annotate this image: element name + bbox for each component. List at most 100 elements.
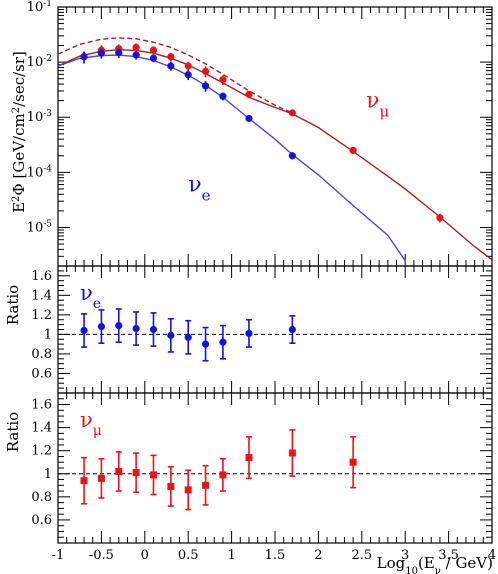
numu-ratio-data-point [184, 486, 192, 494]
x-tick-label: -0.5 [89, 548, 114, 563]
nue-ratio-data-point [219, 338, 227, 346]
nue-data-point [115, 49, 123, 57]
nue-data-point [201, 82, 210, 90]
nue-ratio-y-tick-label: 1.2 [31, 308, 52, 323]
x-tick-label: 2 [314, 548, 322, 563]
nue-ratio-y-tick-label: 0.8 [31, 347, 52, 362]
numu-data-point [436, 214, 444, 222]
flux-y-tick-label: 10-1 [27, 0, 52, 15]
nue-data-point [149, 54, 158, 62]
numu-upper-curve [57, 37, 293, 114]
x-axis-label: Log10(Eν / GeV) [377, 554, 493, 574]
numu-ratio-data-point [245, 454, 253, 462]
numu-ratio-data-point [349, 458, 357, 466]
numu-ratio-y-tick-label: 1.4 [31, 421, 52, 436]
numu-model-curve [57, 48, 493, 261]
nue-data-point [288, 152, 296, 160]
flux-y-tick-exp: -3 [43, 109, 52, 119]
flux-y-tick-base: 10 [27, 0, 44, 15]
numu-ratio-y-tick-label: 1.6 [31, 398, 52, 413]
numu-ratio-data-point [115, 467, 123, 475]
numu-ratio-y-tick-label: 1.2 [31, 444, 52, 459]
nue-data-point [219, 92, 227, 100]
x-tick-label: 0 [141, 548, 149, 563]
nue-label-sub: e [202, 186, 211, 204]
numu-label: νμ [366, 89, 389, 121]
numu-ratio-series-label-sub: μ [93, 423, 102, 439]
numu-ratio-panel: 0.6 0.8 1 1.2 1.4 1.6 νμ -1 -0.5 0 0.5 1 1.5 2 2.5 3 3.5… [31, 392, 496, 563]
numu-label-base: ν [366, 89, 379, 114]
flux-y-tick-exp: -2 [43, 54, 52, 64]
nue-ratio-y-tick-label: 0.6 [31, 366, 52, 381]
x-tick-label: -1 [52, 548, 65, 563]
flux-y-tick-label: 10-4 [27, 164, 53, 180]
nue-ratio-series-label-base: ν [80, 281, 93, 305]
flux-y-axis-label: E2Φ [GeV/cm2/sec/sr] [10, 51, 28, 213]
nue-ratio-data-point [288, 325, 296, 334]
nue-ratio-data-point [149, 325, 158, 334]
numu-data-point [288, 109, 296, 117]
nue-label-base: ν [188, 172, 201, 197]
nue-data-point [245, 114, 253, 123]
flux-y-tick-exp: -5 [43, 219, 52, 229]
numu-ratio-data-point [288, 449, 296, 457]
nue-ratio-frame [57, 265, 493, 394]
flux-y-tick-exp: -4 [43, 164, 52, 174]
numu-data-point [184, 62, 192, 70]
flux-y-tick-label: 10-3 [27, 109, 53, 125]
flux-y-tick-exp: -1 [43, 0, 52, 9]
numu-data-point [201, 67, 210, 75]
nue-ratio-y-axis-label: Ratio [4, 285, 22, 325]
nue-ratio-data-point [115, 321, 123, 330]
nue-ratio-data-point [184, 333, 192, 341]
nue-data-point [132, 51, 140, 59]
nue-ratio-y-tick-label: 1 [44, 327, 52, 342]
numu-ratio-y-tick-label: 1 [44, 467, 52, 482]
nue-ratio-y-tick-label: 1.4 [31, 288, 52, 303]
numu-label-sub: μ [380, 103, 390, 121]
nue-data-point [167, 62, 175, 70]
flux-y-tick-base: 10 [27, 165, 44, 180]
nue-ratio-data-point [97, 322, 105, 331]
numu-data-point [132, 43, 140, 51]
numu-data-point [245, 90, 253, 98]
nue-ratio-data-point [201, 340, 210, 348]
x-tick-label: 2.5 [351, 548, 372, 563]
x-tick-label: 1 [227, 548, 235, 563]
x-tick-label: 3.5 [438, 548, 459, 563]
nue-ratio-data-point [245, 329, 253, 338]
numu-data-point [219, 76, 227, 84]
x-tick-label: 0.5 [178, 548, 199, 563]
numu-ratio-data-point [132, 469, 140, 477]
nue-data-point [97, 49, 105, 57]
numu-data-point [349, 146, 357, 155]
numu-ratio-series-label: νμ [80, 408, 102, 439]
flux-y-tick-base: 10 [27, 220, 44, 235]
flux-y-tick-label: 10-2 [27, 54, 52, 70]
numu-data-point [149, 46, 158, 54]
numu-ratio-y-axis-label: Ratio [4, 412, 22, 452]
x-tick-label: 3 [401, 548, 409, 563]
nue-model-curve [57, 54, 406, 262]
numu-ratio-y-tick-label: 0.6 [31, 513, 52, 528]
numu-ratio-data-point [219, 471, 227, 479]
nue-ratio-y-tick-label: 1.6 [31, 269, 52, 284]
numu-ratio-data-point [202, 481, 210, 489]
nue-ratio-data-point [132, 324, 140, 333]
numu-ratio-y-tick-label: 0.8 [31, 490, 52, 505]
nue-ratio-data-point [80, 326, 88, 335]
flux-y-tick-label: 10-5 [27, 219, 53, 235]
numu-ratio-data-point [80, 477, 88, 485]
numu-ratio-data-point [167, 482, 175, 490]
nue-data-point [184, 71, 192, 79]
nue-ratio-panel: 0.6 0.8 1 1.2 1.4 1.6 νe [31, 265, 493, 394]
numu-data-point [167, 53, 175, 61]
nue-label: νe [188, 172, 210, 204]
numu-ratio-data-point [97, 474, 105, 482]
nue-ratio-series-label-sub: e [93, 296, 101, 312]
flux-frame [57, 6, 493, 267]
x-tick-label: 4 [488, 548, 496, 563]
numu-ratio-data-point [149, 471, 157, 479]
